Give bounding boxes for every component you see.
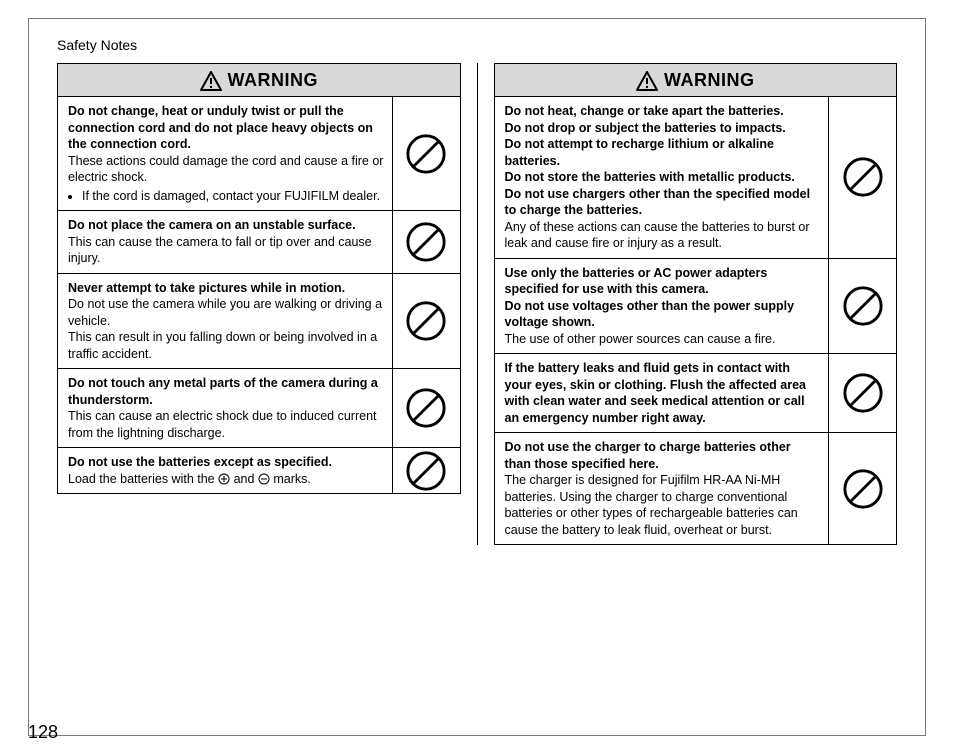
warning-row: Do not heat, change or take apart the ba… xyxy=(495,97,897,259)
warning-rows-right: Do not heat, change or take apart the ba… xyxy=(495,97,897,544)
prohibit-icon xyxy=(842,156,884,198)
warning-text: Do not heat, change or take apart the ba… xyxy=(495,97,829,258)
warning-row: Do not use the batteries except as speci… xyxy=(58,448,460,493)
column-divider xyxy=(477,63,478,545)
warning-bold: Do not change, heat or unduly twist or p… xyxy=(68,104,373,151)
warning-bullet: If the cord is damaged, contact your FUJ… xyxy=(82,188,384,205)
prohibit-icon xyxy=(405,221,447,263)
warning-bold: Do not use the batteries except as speci… xyxy=(68,455,332,469)
warning-bold: Do not touch any metal parts of the came… xyxy=(68,376,378,407)
section-header: Safety Notes xyxy=(57,37,897,53)
warning-icon-cell xyxy=(392,369,460,447)
warning-bold: Do not place the camera on an unstable s… xyxy=(68,218,356,232)
warning-bold: If the battery leaks and fluid gets in c… xyxy=(505,361,806,425)
prohibit-icon xyxy=(405,133,447,175)
warning-icon-cell xyxy=(828,259,896,354)
warning-body: The use of other power sources can cause… xyxy=(505,332,776,346)
warning-header: WARNING xyxy=(58,64,460,97)
warning-text: Do not use the charger to charge batteri… xyxy=(495,433,829,544)
warning-icon-cell xyxy=(828,433,896,544)
warning-text: Never attempt to take pictures while in … xyxy=(58,274,392,369)
warning-row: Do not place the camera on an unstable s… xyxy=(58,211,460,274)
warning-text: Do not touch any metal parts of the came… xyxy=(58,369,392,447)
warning-triangle-icon xyxy=(636,71,658,91)
prohibit-icon xyxy=(842,372,884,414)
plus-polarity-icon xyxy=(218,473,230,485)
warning-body: The charger is designed for Fujifilm HR-… xyxy=(505,473,798,537)
warning-rows-left: Do not change, heat or unduly twist or p… xyxy=(58,97,460,493)
warning-icon-cell xyxy=(828,97,896,258)
warning-text: If the battery leaks and fluid gets in c… xyxy=(495,354,829,432)
page-number: 128 xyxy=(28,722,58,743)
warning-header: WARNING xyxy=(495,64,897,97)
warning-bold: Never attempt to take pictures while in … xyxy=(68,281,345,295)
warning-text: Do not use the batteries except as speci… xyxy=(58,448,392,493)
warning-row: Do not use the charger to charge batteri… xyxy=(495,433,897,544)
warning-row: Do not touch any metal parts of the came… xyxy=(58,369,460,448)
warning-icon-cell xyxy=(392,448,460,493)
prohibit-icon xyxy=(405,450,447,492)
warning-text: Do not change, heat or unduly twist or p… xyxy=(58,97,392,210)
warning-triangle-icon xyxy=(200,71,222,91)
warning-bold: Do not use the charger to charge batteri… xyxy=(505,440,791,471)
warning-table-right: WARNING Do not heat, change or take apar… xyxy=(494,63,898,545)
warning-bold: Use only the batteries or AC power adapt… xyxy=(505,266,795,330)
warning-text: Use only the batteries or AC power adapt… xyxy=(495,259,829,354)
warning-bullets: If the cord is damaged, contact your FUJ… xyxy=(68,188,384,205)
warning-title: WARNING xyxy=(228,70,319,91)
prohibit-icon xyxy=(405,387,447,429)
warning-row: Use only the batteries or AC power adapt… xyxy=(495,259,897,355)
warning-icon-cell xyxy=(392,211,460,273)
minus-polarity-icon xyxy=(258,473,270,485)
warning-table-left: WARNING Do not change, heat or unduly tw… xyxy=(57,63,461,494)
prohibit-icon xyxy=(842,468,884,510)
warning-bold: Do not heat, change or take apart the ba… xyxy=(505,104,811,217)
warning-body: Any of these actions can cause the batte… xyxy=(505,220,810,251)
prohibit-icon xyxy=(405,300,447,342)
warning-title: WARNING xyxy=(664,70,755,91)
warning-body: This can cause the camera to fall or tip… xyxy=(68,235,372,266)
warning-icon-cell xyxy=(392,274,460,369)
warning-text: Do not place the camera on an unstable s… xyxy=(58,211,392,273)
warning-icon-cell xyxy=(828,354,896,432)
manual-page: Safety Notes WARNING Do not change, heat… xyxy=(28,18,926,736)
warning-body: This can cause an electric shock due to … xyxy=(68,409,377,440)
warning-body: Load the batteries with the and marks. xyxy=(68,472,311,486)
warning-icon-cell xyxy=(392,97,460,210)
warning-row: Do not change, heat or unduly twist or p… xyxy=(58,97,460,211)
warning-row: Never attempt to take pictures while in … xyxy=(58,274,460,370)
right-column: WARNING Do not heat, change or take apar… xyxy=(494,63,898,545)
warning-body: Do not use the camera while you are walk… xyxy=(68,297,382,361)
warning-row: If the battery leaks and fluid gets in c… xyxy=(495,354,897,433)
left-column: WARNING Do not change, heat or unduly tw… xyxy=(57,63,461,545)
warning-body: These actions could damage the cord and … xyxy=(68,154,383,185)
prohibit-icon xyxy=(842,285,884,327)
two-column-layout: WARNING Do not change, heat or unduly tw… xyxy=(57,63,897,545)
